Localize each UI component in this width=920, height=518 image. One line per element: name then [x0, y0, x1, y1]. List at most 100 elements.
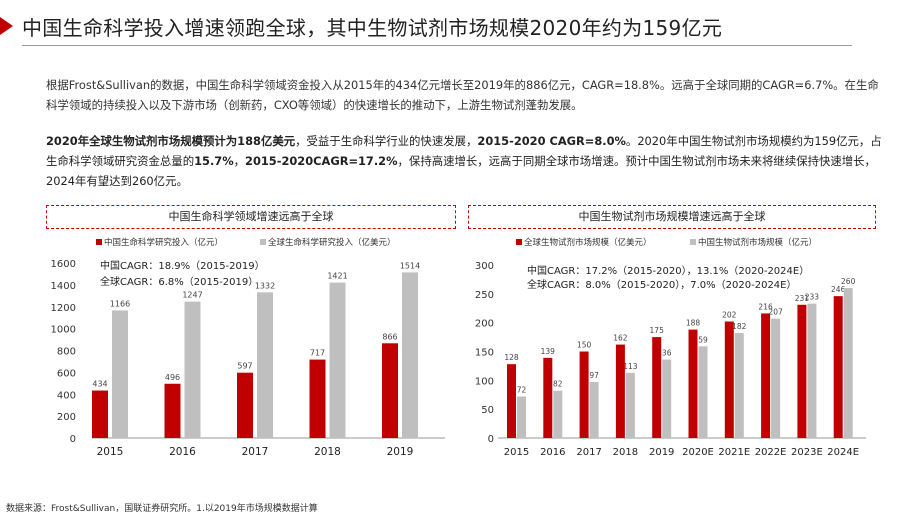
chart1-bar-series2 — [184, 301, 201, 438]
chart1-cagr-annotation-2: 全球CAGR：6.8%（2015-2019） — [100, 275, 258, 288]
chart2-bar-series2 — [843, 288, 853, 438]
chart1-legend-swatch-2 — [260, 239, 266, 245]
chart1-data-label: 1514 — [400, 261, 420, 270]
chart2-bar-series1 — [833, 296, 843, 438]
chart1-legend-label-1: 中国生命科学研究投入（亿元） — [104, 237, 223, 248]
chart2-bar-series1 — [507, 364, 516, 438]
chart1-data-label: 597 — [237, 362, 252, 371]
chart2-bar-series2 — [662, 359, 672, 438]
chart2-category-label: 2018 — [613, 447, 638, 458]
chart1-bar-series2 — [402, 272, 418, 438]
chart2-y-tick-label: 300 — [475, 261, 494, 272]
chart2-data-label: 188 — [686, 319, 701, 328]
chart1-data-label: 496 — [165, 373, 180, 382]
chart2-category-label: 2017 — [576, 447, 601, 458]
chart2-bar-series2 — [589, 382, 599, 438]
chart2-bar-series1 — [797, 304, 807, 438]
chart2-data-label: 182 — [732, 322, 747, 331]
paragraph-2: 2020年全球生物试剂市场规模预计为188亿美元，受益于生命科学行业的快速发展，… — [46, 131, 884, 191]
chart1-data-label: 1247 — [182, 291, 202, 300]
chart1-category-label: 2018 — [314, 446, 341, 458]
chart2-y-tick-label: 0 — [488, 434, 494, 445]
chart2-cagr-annotation-2: 全球CAGR：8.0%（2015-2020），7.0%（2020-2024E） — [527, 278, 797, 291]
chart2-data-label: 207 — [768, 308, 783, 317]
chart2-data-label: 82 — [553, 380, 563, 389]
para2-highlight-3: 15.7% — [194, 154, 234, 168]
para2-text-2: 。2020年中国生物试剂市场规模约为159亿元，占生命科学领域研究资金总量的 — [46, 134, 882, 168]
chart2-y-tick-label: 100 — [475, 376, 494, 387]
chart1-bar-series2 — [257, 292, 273, 438]
chart2-y-tick-label: 200 — [475, 319, 494, 330]
chart2-category-label: 2024E — [827, 447, 859, 458]
chart1-data-label: 717 — [310, 349, 325, 358]
chart2-data-label: 150 — [577, 341, 592, 350]
chart2-cagr-annotation-1: 中国CAGR：17.2%（2015-2020），13.1%（2020-2024E… — [527, 264, 809, 277]
chart2-y-tick-label: 150 — [475, 348, 494, 359]
chart2-bar-series1 — [688, 329, 698, 438]
title-bar: 中国生命科学投入增速领跑全球，其中生物试剂市场规模2020年约为159亿元 — [0, 0, 920, 48]
chart2-data-label: 233 — [805, 293, 820, 302]
chart1-data-label: 434 — [92, 380, 107, 389]
chart2-bar-series1 — [652, 337, 662, 438]
para2-text-1: ，受益于生命科学行业的快速发展， — [295, 134, 478, 148]
chart2-category-label: 2019 — [649, 447, 674, 458]
chart1-category-label: 2017 — [242, 446, 269, 458]
chart2-y-tick-label: 50 — [481, 405, 494, 416]
para2-highlight-2: 2015-2020 CAGR=8.0% — [477, 134, 626, 148]
chart1-cagr-annotation-1: 中国CAGR：18.9%（2015-2019） — [100, 259, 265, 272]
title-divider — [22, 45, 852, 46]
chart2-data-label: 72 — [517, 385, 527, 394]
chart2-data-label: 231 — [795, 294, 810, 303]
chart2-bar-series2 — [698, 346, 708, 438]
chart2-bar-series2 — [807, 303, 817, 438]
source-footnote: 数据来源：Frost&Sullivan，国联证券研究所。1.以2019年市场规模… — [6, 504, 318, 514]
chart1-bar-series1 — [92, 390, 108, 438]
chart1-y-tick-label: 1200 — [51, 303, 76, 314]
chart2-data-label: 97 — [589, 371, 599, 380]
chart1-bar-series1 — [164, 383, 181, 438]
chart1-y-tick-label: 600 — [57, 368, 76, 379]
chart2-data-label: 139 — [541, 347, 556, 356]
chart2-legend-label-1: 全球生物试剂市场规模（亿美元） — [524, 237, 652, 248]
chart1-y-tick-label: 200 — [57, 412, 76, 423]
chart2-y-tick-label: 250 — [475, 290, 494, 301]
para2-text-3: ， — [233, 154, 246, 168]
chart2-bar-series1 — [615, 344, 625, 438]
chart2-category-label: 2016 — [540, 447, 565, 458]
chart1-y-tick-label: 400 — [57, 390, 76, 401]
chart1-bar-series1 — [382, 343, 398, 438]
chart2-legend-swatch-1 — [516, 239, 522, 245]
chart1-data-label: 1166 — [110, 299, 130, 308]
chart2-bar-series2 — [517, 396, 526, 438]
chart2-data-label: 113 — [623, 362, 638, 371]
chart2-data-label: 202 — [722, 311, 737, 320]
chart2-data-label: 260 — [841, 277, 856, 286]
chart2-category-label: 2021E — [718, 447, 750, 458]
chart1-bar-series1 — [309, 359, 326, 438]
chart1-y-tick-label: 1000 — [51, 325, 76, 336]
para2-highlight-4: 2015-2020CAGR=17.2% — [245, 154, 398, 168]
chart1-category-label: 2015 — [97, 446, 124, 458]
chart2-bar-series2 — [553, 390, 563, 438]
chart2-category-label: 2022E — [755, 447, 787, 458]
chart1-bar-series2 — [329, 282, 346, 438]
chart2-bar-series1 — [543, 357, 553, 438]
chart2-legend-label-2: 中国生物试剂市场规模（亿元） — [698, 237, 817, 248]
chart1-category-label: 2016 — [169, 446, 196, 458]
chart2-bar-series2 — [771, 318, 781, 438]
chart2-bar-series1 — [724, 321, 734, 438]
chart2-data-label: 175 — [650, 326, 665, 335]
chart2-data-label: 216 — [758, 302, 773, 311]
chart2-category-label: 2020E — [682, 447, 714, 458]
chart1-y-tick-label: 1600 — [51, 259, 76, 270]
chart2-category-label: 2023E — [791, 447, 823, 458]
chart2-bar-series1 — [761, 313, 771, 438]
paragraph-1: 根据Frost&Sullivan的数据，中国生命科学领域资金投入从2015年的4… — [46, 78, 879, 112]
chart1-data-label: 866 — [382, 332, 397, 341]
chart1-title: 中国生命科学领域增速远高于全球 — [46, 205, 456, 229]
chart1-data-label: 1421 — [327, 272, 347, 281]
chart2-data-label: 36 — [662, 349, 672, 358]
chart2-data-label: 162 — [613, 334, 628, 343]
chart1-legend-label-2: 全球生命科学研究投入（亿美元） — [268, 237, 396, 248]
